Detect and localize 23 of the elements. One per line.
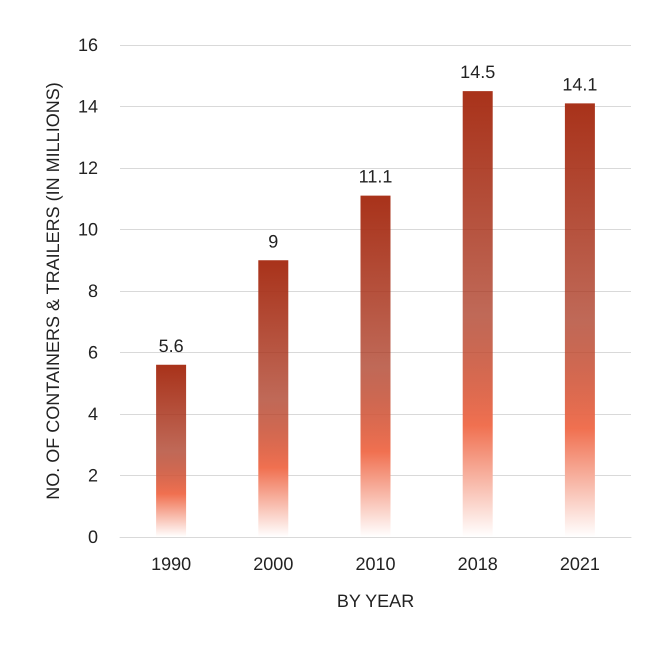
x-tick-label: 2021: [560, 554, 600, 574]
y-tick-label: 14: [78, 96, 98, 116]
x-tick-label: 2018: [458, 554, 498, 574]
y-axis-title: NO. OF CONTAINERS & TRAILERS (IN MILLIONS): [43, 82, 63, 500]
y-tick-label: 2: [88, 466, 98, 486]
y-tick-label: 8: [88, 281, 98, 301]
x-axis-title: BY YEAR: [336, 591, 414, 611]
data-label: 14.5: [460, 62, 496, 82]
y-tick-label: 16: [78, 35, 98, 55]
bar: [258, 260, 288, 537]
y-tick-label: 12: [78, 158, 98, 178]
x-tick-label: 2000: [253, 554, 294, 574]
x-tick-label: 2010: [355, 554, 396, 574]
data-label: 9: [268, 231, 278, 252]
y-tick-label: 6: [88, 342, 98, 362]
data-label: 5.6: [158, 336, 184, 356]
data-label: 14.1: [562, 74, 598, 94]
data-label: 11.1: [358, 166, 392, 187]
bar: [156, 364, 186, 537]
x-tick-label: 1990: [151, 554, 192, 574]
y-tick-label: 4: [88, 404, 98, 424]
y-tick-label: 10: [78, 220, 98, 240]
y-tick-label: 0: [88, 527, 98, 547]
